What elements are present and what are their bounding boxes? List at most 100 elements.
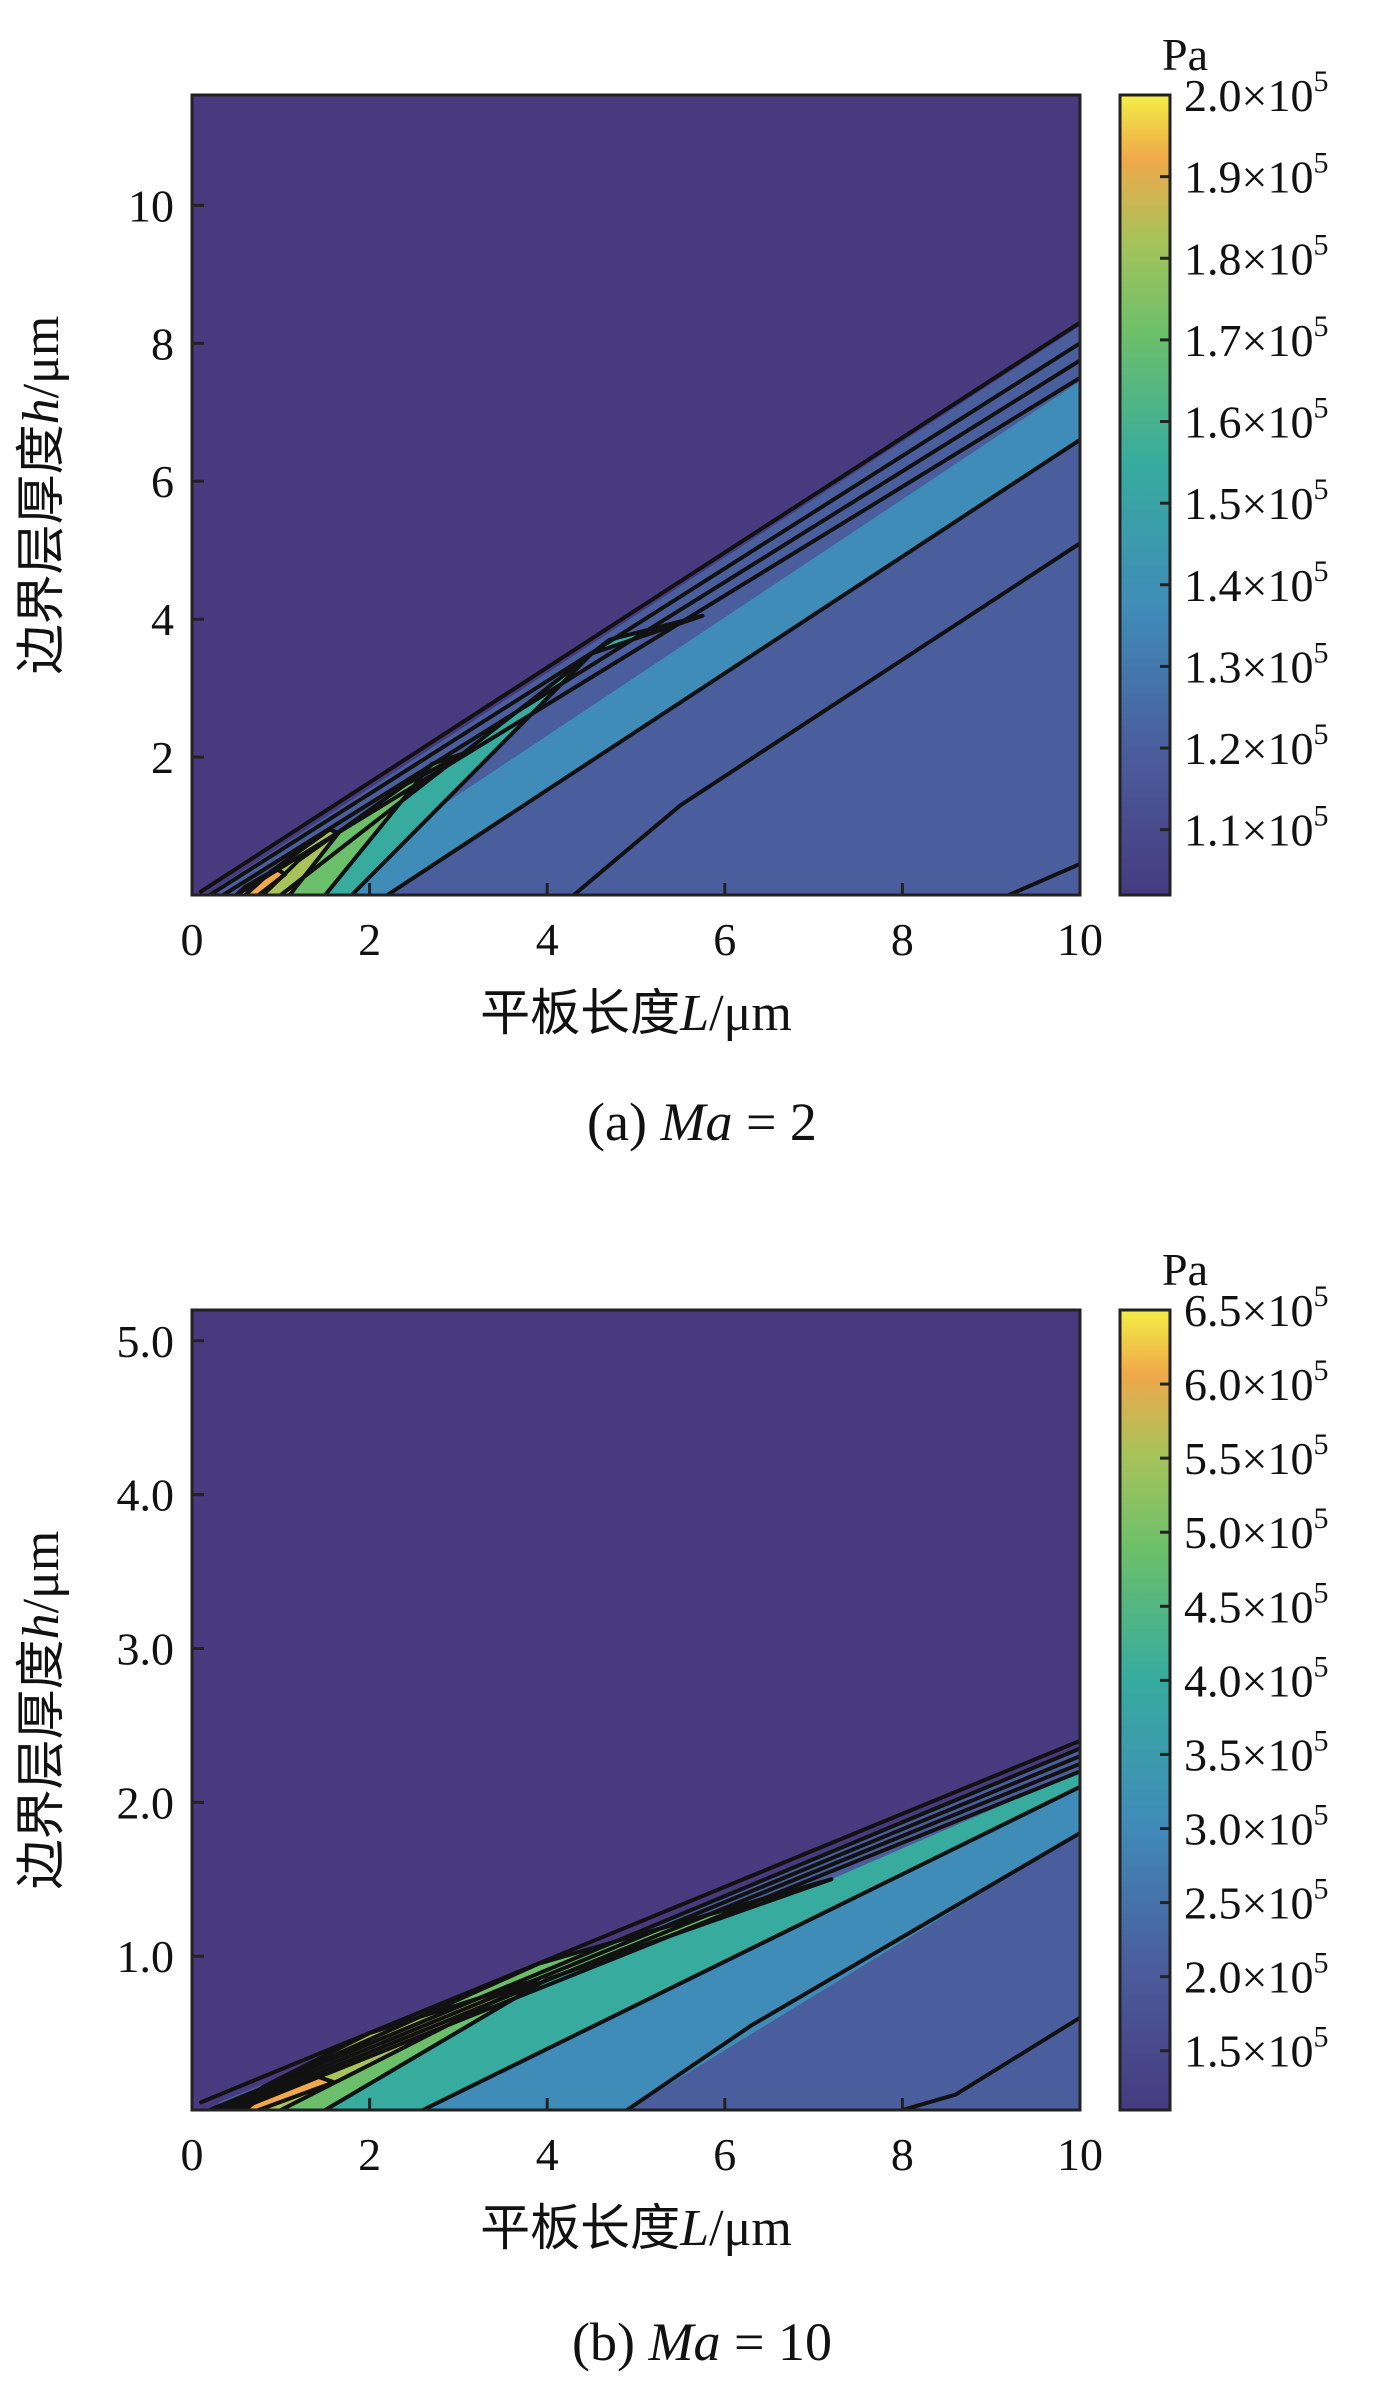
colorbar-tick-mantissa: 1.2: [1184, 723, 1242, 774]
colorbar-tick-times: ×10: [1242, 805, 1314, 856]
y-axis-label-text: 边界层厚度: [12, 1639, 70, 1889]
panel-a: 0 2 4 6 8 10246810平板长度L/μm边界层厚度h/μmPa2.0×1051…: [12, 29, 1328, 1152]
y-tick-label: 6: [151, 456, 174, 507]
colorbar-tick-mantissa: 1.3: [1184, 641, 1242, 692]
x-axis-label-unit: /μm: [709, 985, 792, 1042]
colorbar: [1118, 1308, 1172, 2112]
colorbar-tick-mantissa: 6.5: [1184, 1285, 1242, 1336]
x-tick-label: 2: [358, 914, 381, 965]
caption-rest: = 2: [732, 1092, 816, 1152]
caption-rest: = 10: [720, 2312, 831, 2372]
contour-region: [307, 381, 1080, 895]
x-tick-label: 10: [1057, 914, 1103, 965]
colorbar-tick-exponent: 5: [1313, 1650, 1328, 1683]
colorbar-tick-label: 4.0×105: [1184, 1650, 1328, 1706]
caption-var: Ma: [659, 1092, 732, 1152]
x-tick-label: 8: [891, 914, 914, 965]
colorbar-tick-times: ×10: [1242, 315, 1314, 366]
colorbar-tick-label: 2.0×105: [1184, 1947, 1328, 2003]
contour-line: [1007, 862, 1080, 895]
colorbar-tick-label: 1.4×105: [1184, 555, 1328, 611]
contour-line: [261, 751, 465, 895]
colorbar-tick-label: 1.5×105: [1184, 2021, 1328, 2077]
colorbar-tick-mantissa: 1.7: [1184, 315, 1242, 366]
colorbar-tick-times: ×10: [1242, 1359, 1314, 1410]
colorbar-tick-mantissa: 2.5: [1184, 1878, 1242, 1929]
contour-line: [198, 320, 1080, 894]
contour-line: [571, 541, 1080, 895]
caption-var: Ma: [648, 2312, 721, 2372]
colorbar-tick-exponent: 5: [1313, 65, 1328, 98]
caption-prefix: (b): [572, 2312, 648, 2372]
colorbar-tick-mantissa: 2.0: [1184, 1952, 1242, 2003]
colorbar-unit: Pa: [1162, 1244, 1208, 1295]
colorbar: [1118, 93, 1172, 897]
colorbar-tick-mantissa: 6.0: [1184, 1359, 1242, 1410]
colorbar-tick-times: ×10: [1242, 1285, 1314, 1336]
x-axis-label: 平板长度L/μm: [480, 984, 792, 1042]
colorbar-tick-exponent: 5: [1313, 555, 1328, 588]
x-axis-label-var: L: [679, 985, 709, 1042]
colorbar-tick-mantissa: 1.6: [1184, 397, 1242, 448]
contour-line: [238, 2071, 337, 2110]
contour-line: [900, 2015, 1080, 2110]
colorbar-tick-mantissa: 2.0: [1184, 70, 1242, 121]
colorbar-tick-label: 1.5×105: [1184, 473, 1328, 529]
colorbar-tick-label: 1.2×105: [1184, 718, 1328, 774]
contour-line: [198, 1738, 1080, 2105]
colorbar-tick-exponent: 5: [1313, 718, 1328, 751]
y-tick-label: 1.0: [117, 1931, 175, 1982]
colorbar-tick-exponent: 5: [1313, 1947, 1328, 1980]
colorbar-tick-exponent: 5: [1313, 1799, 1328, 1832]
colorbar-tick-label: 6.5×105: [1184, 1280, 1328, 1336]
colorbar-tick-mantissa: 1.9: [1184, 152, 1242, 203]
y-tick-label: 8: [151, 318, 174, 369]
colorbar-tick-label: 1.9×105: [1184, 147, 1328, 203]
colorbar-tick-times: ×10: [1242, 1729, 1314, 1780]
colorbar-tick-exponent: 5: [1313, 473, 1328, 506]
colorbar-tick-times: ×10: [1242, 233, 1314, 284]
colorbar-tick-exponent: 5: [1313, 1502, 1328, 1535]
y-axis-label: 边界层厚度h/μm: [12, 1531, 70, 1890]
x-axis-label: 平板长度L/μm: [480, 2199, 792, 2257]
colorbar-tick-exponent: 5: [1313, 800, 1328, 833]
colorbar-tick-mantissa: 5.5: [1184, 1433, 1242, 1484]
colorbar-tick-label: 2.5×105: [1184, 1873, 1328, 1929]
contour-region: [325, 1771, 1080, 2110]
colorbar-tick-exponent: 5: [1313, 310, 1328, 343]
y-tick-label: 2.0: [117, 1777, 175, 1828]
colorbar-tick-times: ×10: [1242, 723, 1314, 774]
colorbar-tick-label: 1.3×105: [1184, 636, 1328, 692]
colorbar-tick-exponent: 5: [1313, 1280, 1328, 1313]
plot-frame: [190, 93, 1082, 897]
contour-line: [234, 866, 288, 895]
x-tick-label: 10: [1057, 2129, 1103, 2180]
y-axis-label: 边界层厚度h/μm: [12, 316, 70, 675]
colorbar-tick-mantissa: 1.1: [1184, 805, 1242, 856]
colorbar-tick-label: 6.0×105: [1184, 1354, 1328, 1410]
colorbar-tick-exponent: 5: [1313, 1724, 1328, 1757]
colorbar-tick-label: 3.5×105: [1184, 1724, 1328, 1780]
colorbar-tick-label: 5.0×105: [1184, 1502, 1328, 1558]
x-axis-label-text: 平板长度: [480, 2199, 680, 2257]
x-tick-label: 0: [181, 2129, 204, 2180]
x-tick-label: 2: [358, 2129, 381, 2180]
colorbar-tick-mantissa: 4.5: [1184, 1581, 1242, 1632]
colorbar-tick-times: ×10: [1242, 152, 1314, 203]
colorbar-tick-exponent: 5: [1313, 228, 1328, 261]
colorbar-tick-times: ×10: [1242, 1581, 1314, 1632]
y-tick-label: 3.0: [117, 1623, 175, 1674]
colorbar-tick-exponent: 5: [1313, 636, 1328, 669]
x-tick-label: 8: [891, 2129, 914, 2180]
colorbar-tick-mantissa: 4.0: [1184, 1655, 1242, 1706]
colorbar-tick-times: ×10: [1242, 1804, 1314, 1855]
y-tick-label: 10: [128, 180, 174, 231]
colorbar-tick-label: 4.5×105: [1184, 1576, 1328, 1632]
colorbar-tick-mantissa: 5.0: [1184, 1507, 1242, 1558]
colorbar-tick-label: 1.1×105: [1184, 800, 1328, 856]
colorbar-tick-times: ×10: [1242, 478, 1314, 529]
plot-frame: [190, 1308, 1082, 2112]
colorbar-unit: Pa: [1162, 29, 1208, 80]
contour-line: [278, 613, 705, 895]
panel-b: 0 2 4 6 8 101.02.03.04.05.0平板长度L/μm边界层厚度h/μmP…: [12, 1244, 1328, 2372]
